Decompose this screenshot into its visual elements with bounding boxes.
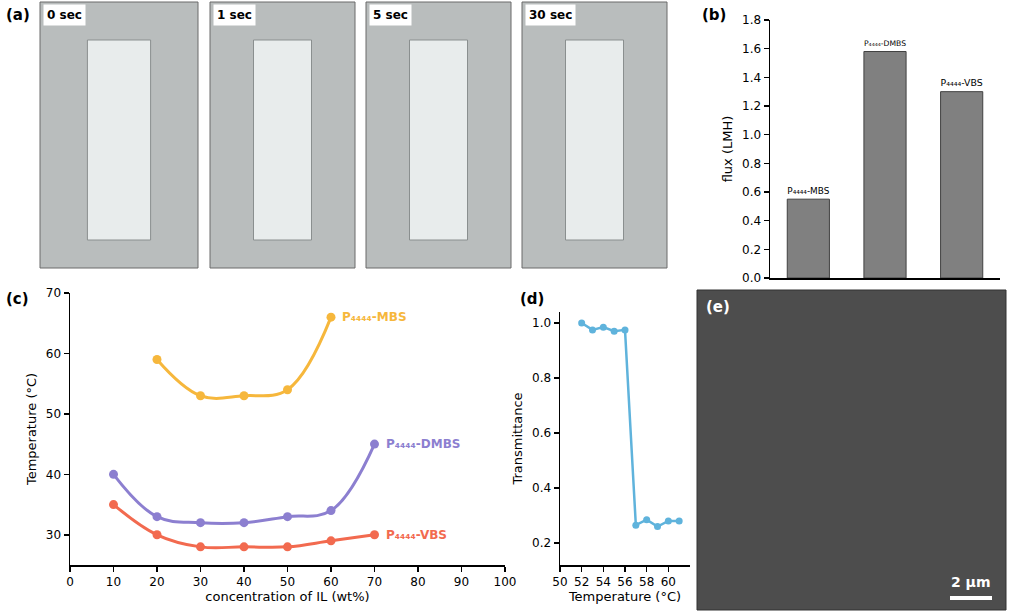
svg-text:(e): (e) bbox=[706, 298, 730, 316]
svg-text:40: 40 bbox=[236, 575, 251, 589]
svg-text:56: 56 bbox=[617, 575, 632, 589]
svg-text:30: 30 bbox=[46, 528, 61, 542]
svg-text:30: 30 bbox=[193, 575, 208, 589]
svg-text:5 sec: 5 sec bbox=[373, 8, 408, 22]
svg-text:70: 70 bbox=[46, 286, 61, 300]
svg-text:P₄₄₄₄-DMBS: P₄₄₄₄-DMBS bbox=[386, 437, 461, 451]
svg-text:52: 52 bbox=[574, 575, 589, 589]
svg-text:P₄₄₄₄-VBS: P₄₄₄₄-VBS bbox=[941, 77, 983, 88]
svg-text:P₄₄₄₄-DMBS: P₄₄₄₄-DMBS bbox=[864, 39, 906, 48]
svg-text:0 sec: 0 sec bbox=[47, 8, 82, 22]
svg-text:58: 58 bbox=[639, 575, 654, 589]
svg-text:0.8: 0.8 bbox=[532, 371, 551, 385]
svg-text:0.6: 0.6 bbox=[532, 426, 551, 440]
svg-text:50: 50 bbox=[280, 575, 295, 589]
svg-text:flux (LMH): flux (LMH) bbox=[720, 116, 735, 183]
svg-text:50: 50 bbox=[46, 407, 61, 421]
svg-text:30 sec: 30 sec bbox=[529, 8, 572, 22]
svg-text:(d): (d) bbox=[520, 290, 544, 308]
svg-text:40: 40 bbox=[46, 468, 61, 482]
svg-text:90: 90 bbox=[454, 575, 469, 589]
svg-text:1.4: 1.4 bbox=[742, 71, 761, 85]
svg-text:(a): (a) bbox=[6, 6, 30, 24]
svg-text:1 sec: 1 sec bbox=[217, 8, 252, 22]
svg-text:(c): (c) bbox=[6, 290, 29, 308]
svg-text:70: 70 bbox=[367, 575, 382, 589]
svg-text:80: 80 bbox=[410, 575, 425, 589]
svg-text:0.4: 0.4 bbox=[532, 481, 551, 495]
svg-text:1.0: 1.0 bbox=[532, 316, 551, 330]
svg-text:0: 0 bbox=[66, 575, 74, 589]
svg-text:P₄₄₄₄-MBS: P₄₄₄₄-MBS bbox=[787, 186, 829, 196]
svg-text:60: 60 bbox=[323, 575, 338, 589]
svg-text:1.6: 1.6 bbox=[742, 42, 761, 56]
svg-text:50: 50 bbox=[552, 575, 567, 589]
svg-text:54: 54 bbox=[596, 575, 611, 589]
svg-text:Temperature (°C): Temperature (°C) bbox=[568, 589, 681, 604]
svg-text:0.8: 0.8 bbox=[742, 157, 761, 171]
svg-text:1.2: 1.2 bbox=[742, 99, 761, 113]
svg-text:(b): (b) bbox=[702, 6, 726, 24]
svg-text:0.6: 0.6 bbox=[742, 185, 761, 199]
svg-text:0.0: 0.0 bbox=[742, 271, 761, 285]
svg-text:P₄₄₄₄-MBS: P₄₄₄₄-MBS bbox=[342, 310, 407, 324]
svg-text:60: 60 bbox=[661, 575, 676, 589]
svg-text:Transmittance: Transmittance bbox=[510, 392, 525, 485]
svg-text:2 μm: 2 μm bbox=[951, 574, 991, 590]
svg-text:1.8: 1.8 bbox=[742, 13, 761, 27]
svg-text:0.2: 0.2 bbox=[532, 536, 551, 550]
svg-text:0.4: 0.4 bbox=[742, 214, 761, 228]
svg-text:100: 100 bbox=[494, 575, 517, 589]
svg-text:Temperature (°C): Temperature (°C) bbox=[24, 373, 39, 486]
svg-text:60: 60 bbox=[46, 347, 61, 361]
svg-text:1.0: 1.0 bbox=[742, 128, 761, 142]
svg-text:concentration of IL (wt%): concentration of IL (wt%) bbox=[205, 589, 369, 604]
svg-text:P₄₄₄₄-VBS: P₄₄₄₄-VBS bbox=[386, 528, 447, 542]
svg-text:20: 20 bbox=[149, 575, 164, 589]
svg-text:0.2: 0.2 bbox=[742, 243, 761, 257]
svg-text:10: 10 bbox=[106, 575, 121, 589]
